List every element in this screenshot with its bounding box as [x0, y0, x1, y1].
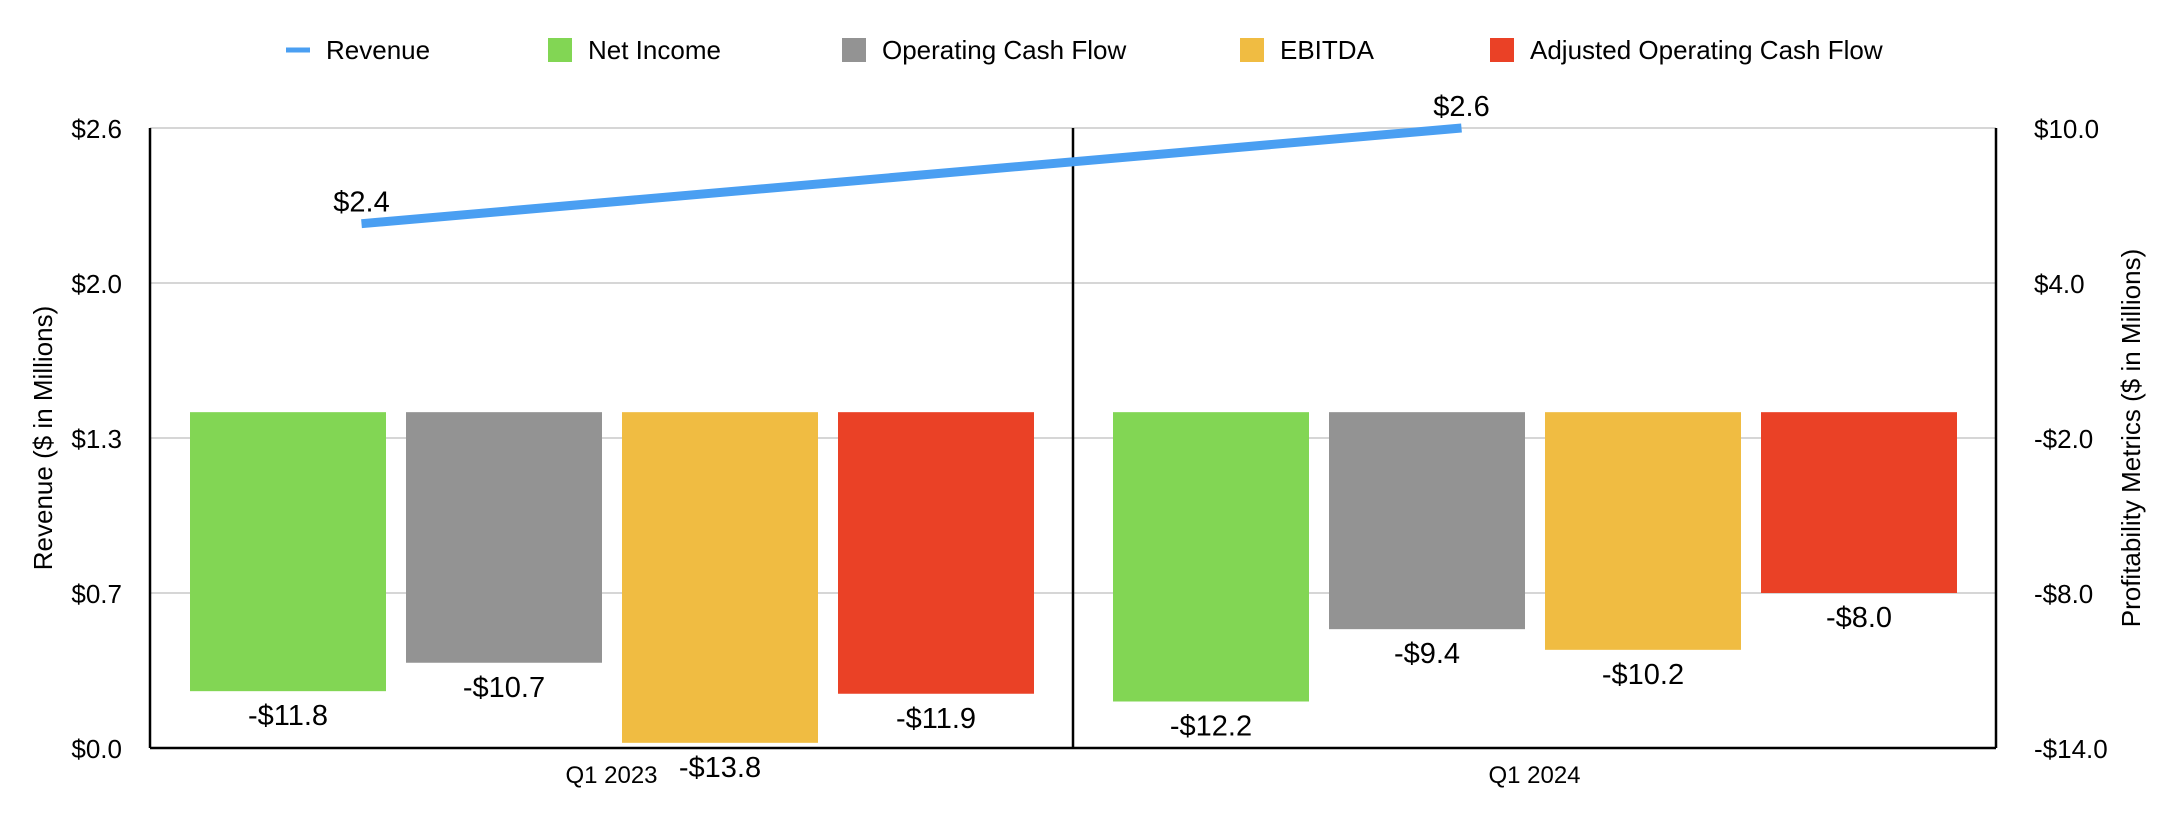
bar-operating-cash-flow-1 [1329, 412, 1525, 630]
chart-legend: Revenue Net Income Operating Cash Flow EBIT… [286, 35, 1883, 65]
bar-data-label: -$10.7 [463, 672, 545, 704]
bar-adjusted-operating-cash-flow-0 [838, 412, 1034, 694]
bar-ebitda-1 [1545, 412, 1741, 650]
bar-series [190, 412, 1957, 743]
bar-operating-cash-flow-0 [406, 412, 602, 663]
bar-adjusted-operating-cash-flow-1 [1761, 412, 1957, 593]
right-tick-label: -$2.0 [2034, 424, 2093, 454]
legend-label: Net Income [588, 35, 721, 65]
bar-data-label: -$11.8 [248, 700, 328, 732]
bar-data-label: -$9.4 [1394, 638, 1460, 670]
left-tick-label: $2.6 [71, 114, 122, 144]
plot-frame [148, 128, 1998, 750]
legend-swatch [842, 38, 866, 62]
bar-data-label: -$8.0 [1826, 602, 1892, 634]
right-tick-label: -$8.0 [2034, 579, 2093, 609]
right-tick-label: $10.0 [2034, 114, 2099, 144]
legend-label: Operating Cash Flow [882, 35, 1126, 65]
left-tick-label: $0.0 [71, 734, 122, 764]
legend-swatch [1240, 38, 1264, 62]
legend-swatch [1490, 38, 1514, 62]
left-tick-label: $0.7 [71, 579, 122, 609]
bar-data-label: -$12.2 [1170, 711, 1252, 743]
right-tick-label: -$14.0 [2034, 734, 2108, 764]
bar-net-income-1 [1113, 412, 1309, 702]
left-tick-label: $2.0 [71, 269, 122, 299]
axes: $0.0 $0.7 $1.3 $2.0 $2.6 -$14.0 -$8.0 -$2.0 $4.0… [28, 114, 2146, 789]
legend-label: Adjusted Operating Cash Flow [1530, 35, 1883, 65]
revenue-data-label: $2.6 [1433, 91, 1489, 123]
bar-data-label: -$11.9 [896, 703, 976, 735]
bar-data-label: -$13.8 [679, 752, 761, 784]
revenue-data-label: $2.4 [333, 187, 389, 219]
category-label: Q1 2024 [1488, 762, 1580, 789]
legend-label: Revenue [326, 35, 430, 65]
bar-net-income-0 [190, 412, 386, 692]
right-axis-title: Profitability Metrics ($ in Millions) [2116, 249, 2146, 628]
left-tick-label: $1.3 [71, 424, 122, 454]
revenue-line [361, 123, 1462, 229]
revenue-line-series [361, 123, 1462, 229]
left-axis-title: Revenue ($ in Millions) [28, 306, 58, 570]
bar-ebitda-0 [622, 412, 818, 743]
right-tick-label: $4.0 [2034, 269, 2085, 299]
bar-data-label: -$10.2 [1602, 659, 1684, 691]
data-labels: -$11.8 -$10.7 -$13.8 -$11.9 -$12.2 -$9.4 -$10.… [248, 91, 1892, 784]
legend-label: EBITDA [1280, 35, 1375, 65]
category-label: Q1 2023 [565, 762, 657, 789]
legend-swatch [548, 38, 572, 62]
